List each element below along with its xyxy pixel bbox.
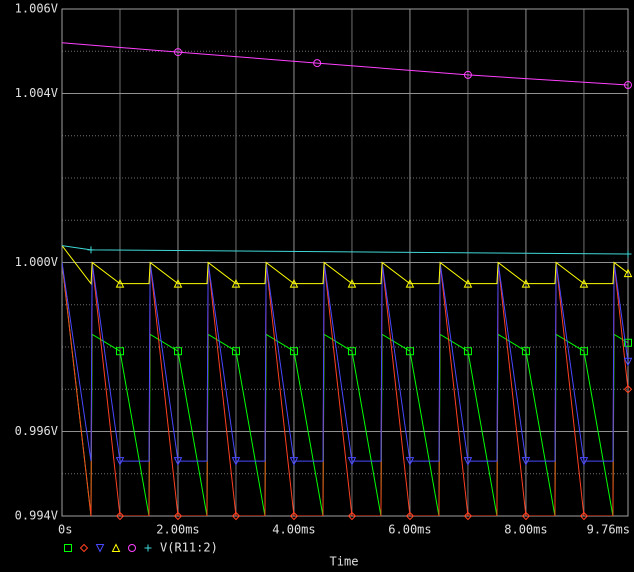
marker: [463, 347, 472, 356]
marker: [347, 347, 356, 356]
series-line: [62, 245, 628, 286]
marker: [289, 347, 298, 356]
marker: [144, 544, 152, 552]
marker: [313, 59, 322, 68]
marker: [521, 279, 531, 288]
marker: [128, 544, 136, 552]
marker: [231, 347, 240, 356]
marker: [521, 347, 530, 356]
series-line: [62, 42, 628, 86]
marker: [623, 268, 633, 278]
marker: [115, 347, 124, 356]
marker: [289, 457, 299, 466]
y-tick-label: 1.006V: [15, 2, 58, 16]
x-tick-label: 6.00ms: [388, 523, 431, 537]
y-tick-label: 0.994V: [15, 509, 58, 523]
marker: [463, 457, 473, 466]
marker: [173, 511, 183, 521]
marker: [231, 457, 241, 466]
marker: [579, 347, 588, 356]
marker: [79, 543, 89, 553]
marker: [624, 250, 632, 258]
marker: [111, 543, 121, 552]
marker: [623, 357, 633, 367]
marker: [405, 347, 414, 356]
y-tick-label: 1.000V: [15, 255, 58, 269]
y-tick-label: 0.996V: [15, 424, 58, 438]
legend-label: V(R11:2): [160, 541, 218, 555]
x-tick-label: 9.76ms: [587, 523, 630, 537]
marker: [115, 457, 125, 466]
marker: [87, 246, 95, 254]
marker: [521, 511, 531, 521]
marker: [64, 544, 72, 552]
x-tick-label: 2.00ms: [156, 523, 199, 537]
x-axis-label: Time: [330, 555, 359, 569]
x-tick-label: 0s: [58, 523, 72, 537]
marker: [405, 279, 415, 288]
marker: [463, 511, 473, 521]
marker: [624, 338, 632, 347]
marker: [231, 279, 241, 288]
marker: [289, 279, 299, 288]
marker: [173, 347, 182, 356]
marker: [173, 457, 183, 466]
marker: [405, 511, 415, 521]
marker: [521, 457, 531, 466]
marker: [405, 457, 415, 466]
marker: [624, 81, 632, 90]
marker: [289, 511, 299, 521]
marker: [347, 511, 357, 521]
marker: [173, 279, 183, 288]
marker: [579, 511, 589, 521]
x-tick-label: 4.00ms: [272, 523, 315, 537]
marker: [463, 279, 473, 288]
marker: [579, 457, 589, 466]
y-tick-label: 1.004V: [15, 86, 58, 100]
marker: [95, 544, 105, 553]
marker: [579, 279, 589, 288]
marker: [115, 511, 125, 521]
marker: [115, 279, 125, 288]
marker: [463, 70, 472, 79]
marker: [173, 48, 182, 57]
marker: [347, 457, 357, 466]
marker: [347, 279, 357, 288]
marker: [231, 511, 241, 521]
x-tick-label: 8.00ms: [504, 523, 547, 537]
marker: [623, 385, 633, 394]
